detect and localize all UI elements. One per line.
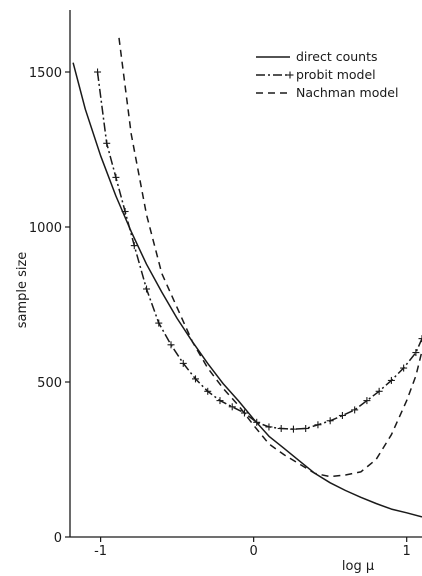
data-point (299, 460, 300, 461)
data-point (118, 37, 119, 38)
data-point (131, 231, 132, 232)
data-point (400, 364, 408, 372)
data-point (302, 425, 310, 432)
legend-marker (286, 71, 294, 79)
data-point (375, 503, 376, 504)
data-point (330, 476, 331, 477)
series-nachman-model (118, 37, 422, 478)
data-point (338, 411, 346, 419)
legend-item-probit-model: probit model (256, 67, 376, 82)
data-point (85, 109, 86, 110)
legend-label: probit model (296, 67, 376, 82)
data-point (222, 383, 223, 384)
y-tick-label: 500 (37, 376, 62, 391)
data-point (100, 155, 101, 156)
data-point (299, 464, 300, 465)
data-point (238, 405, 239, 406)
data-point (191, 375, 199, 383)
data-point (204, 387, 212, 395)
data-point (112, 173, 120, 181)
data-point (146, 264, 147, 265)
data-point (268, 436, 269, 437)
x-axis-ticks: -1 0 1 (94, 537, 411, 559)
data-point (216, 397, 224, 405)
data-point (207, 367, 208, 368)
data-point (314, 473, 315, 474)
legend: direct counts probit model Nachman model (256, 49, 398, 100)
data-point (130, 242, 138, 250)
data-point (121, 208, 129, 215)
y-tick-label: 1000 (29, 221, 62, 236)
data-point (177, 307, 178, 308)
data-point (103, 139, 111, 147)
data-point (72, 62, 73, 63)
data-point (167, 341, 175, 349)
data-point (238, 400, 239, 401)
data-point (240, 409, 248, 417)
data-point (143, 285, 151, 293)
data-point (207, 363, 208, 364)
series-direct-counts (72, 62, 422, 518)
data-point (115, 195, 116, 196)
data-point (314, 421, 322, 429)
data-point (192, 341, 193, 342)
data-point (363, 397, 371, 405)
data-point (345, 490, 346, 491)
x-axis-label: log μ (342, 559, 374, 574)
data-point (161, 292, 162, 293)
data-point (351, 406, 359, 414)
data-point (375, 459, 376, 460)
data-point (155, 319, 163, 327)
series-line-direct-counts (72, 62, 422, 518)
series-layer (72, 37, 422, 518)
data-point (94, 68, 102, 76)
y-tick-label: 0 (54, 531, 62, 546)
x-tick-label: 0 (250, 544, 258, 559)
data-point (161, 273, 162, 274)
data-point (330, 482, 331, 483)
data-point (253, 425, 254, 426)
series-probit-model (94, 68, 422, 433)
data-point (289, 425, 297, 433)
data-point (268, 443, 269, 444)
x-tick-label: 1 (403, 544, 411, 559)
x-tick-label: -1 (94, 544, 107, 559)
data-point (131, 133, 132, 134)
plot-frame (69, 10, 422, 538)
data-point (326, 417, 334, 425)
data-point (284, 454, 285, 455)
data-point (360, 497, 361, 498)
data-point (284, 448, 285, 449)
y-axis-ticks: 0 500 1000 1500 (29, 66, 70, 546)
data-point (360, 471, 361, 472)
data-point (418, 335, 422, 343)
data-point (412, 349, 420, 357)
series-line-nachman-model (118, 37, 422, 478)
legend-item-direct-counts: direct counts (256, 49, 378, 64)
data-point (345, 474, 346, 475)
data-point (146, 214, 147, 215)
data-point (253, 418, 261, 426)
data-point (375, 387, 383, 395)
data-point (177, 318, 178, 319)
data-point (406, 400, 407, 401)
data-point (406, 512, 407, 513)
y-tick-label: 1500 (29, 66, 62, 81)
series-line-probit-model (96, 71, 422, 430)
data-point (387, 376, 395, 384)
legend-label: direct counts (296, 49, 378, 64)
data-point (179, 359, 187, 367)
data-point (277, 425, 285, 432)
legend-label: Nachman model (296, 85, 398, 100)
data-point (265, 423, 273, 431)
data-point (228, 403, 236, 411)
data-point (222, 388, 223, 389)
data-point (415, 375, 416, 376)
legend-item-nachman-model: Nachman model (256, 85, 398, 100)
y-axis-label: sample size (15, 252, 30, 329)
data-point (391, 434, 392, 435)
data-point (391, 509, 392, 510)
